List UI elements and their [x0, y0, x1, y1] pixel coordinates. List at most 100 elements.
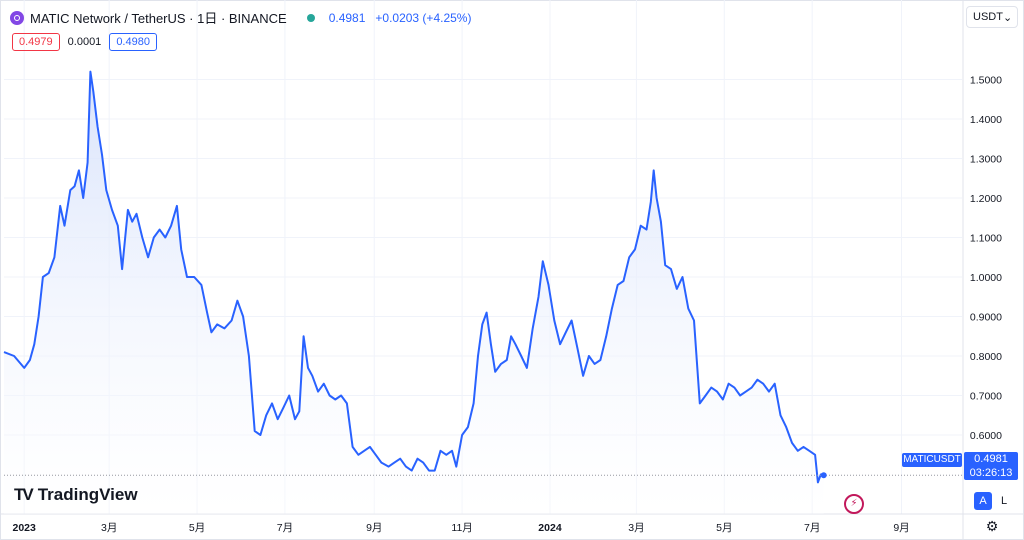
data-point: [323, 383, 325, 385]
data-point: [490, 343, 492, 345]
data-point: [69, 189, 71, 191]
data-point: [271, 402, 273, 404]
x-tick-label: 7月: [277, 522, 293, 534]
spread-value: 0.0001: [67, 36, 102, 48]
data-point: [37, 315, 39, 317]
data-point: [210, 331, 212, 333]
data-point: [131, 221, 133, 223]
data-point: [328, 394, 330, 396]
data-point: [317, 390, 319, 392]
quote-row: 0.4979 0.0001 0.4980: [12, 33, 157, 51]
data-point: [340, 394, 342, 396]
data-point: [334, 398, 336, 400]
data-point: [817, 481, 819, 483]
x-tick-label: 5月: [189, 522, 205, 534]
data-point: [254, 430, 256, 432]
x-tick-label: 9月: [366, 522, 382, 534]
data-point: [82, 197, 84, 199]
data-point: [645, 228, 647, 230]
currency-label: USDT: [973, 11, 1003, 23]
data-point: [439, 450, 441, 452]
y-tick-label: 0.7000: [970, 391, 1002, 403]
data-point: [48, 272, 50, 274]
data-point: [532, 327, 534, 329]
data-point: [693, 319, 695, 321]
currency-selector[interactable]: USDT ⌄: [966, 6, 1018, 28]
data-point: [593, 363, 595, 365]
gear-icon[interactable]: ⚙: [985, 518, 999, 534]
data-point: [193, 276, 195, 278]
data-point: [259, 434, 261, 436]
data-point: [357, 454, 359, 456]
data-point: [42, 276, 44, 278]
last-price-tag: 0.4981 03:26:13: [964, 452, 1018, 480]
data-point: [467, 426, 469, 428]
data-point: [375, 454, 377, 456]
buy-button[interactable]: 0.4980: [109, 33, 157, 51]
tradingview-logo[interactable]: TV TradingView: [14, 485, 138, 505]
data-point: [236, 300, 238, 302]
data-point: [653, 169, 655, 171]
x-tick-label: 5月: [716, 522, 732, 534]
data-point: [399, 458, 401, 460]
data-point: [739, 394, 741, 396]
y-tick-label: 0.6000: [970, 430, 1002, 442]
data-point: [111, 209, 113, 211]
y-tick-label: 1.4000: [970, 114, 1002, 126]
data-point: [622, 280, 624, 282]
tradingview-logo-text: TradingView: [37, 485, 138, 504]
data-point: [200, 284, 202, 286]
data-point: [351, 446, 353, 448]
data-point: [141, 236, 143, 238]
data-point: [733, 386, 735, 388]
data-point: [461, 434, 463, 436]
data-point: [147, 256, 149, 258]
data-point: [526, 367, 528, 369]
data-point: [216, 323, 218, 325]
data-point: [710, 386, 712, 388]
symbol-title[interactable]: MATIC Network / TetherUS · 1日 · BINANCE: [30, 11, 287, 26]
data-point: [422, 461, 424, 463]
data-point: [206, 311, 208, 313]
data-point: [617, 284, 619, 286]
data-point: [664, 264, 666, 266]
data-point: [230, 319, 232, 321]
data-point: [520, 355, 522, 357]
lightning-icon[interactable]: ⚡: [844, 494, 864, 514]
series-area: [4, 71, 824, 514]
data-point: [78, 169, 80, 171]
data-point: [127, 209, 129, 211]
data-point: [346, 402, 348, 404]
y-tick-label: 0.9000: [970, 312, 1002, 324]
data-point: [23, 367, 25, 369]
sell-button[interactable]: 0.4979: [12, 33, 60, 51]
data-point: [588, 355, 590, 357]
symbol-price-tag: MATICUSDT: [902, 453, 962, 467]
data-point: [727, 383, 729, 385]
auto-scale-button[interactable]: A: [974, 492, 992, 510]
data-point: [542, 260, 544, 262]
data-point: [369, 446, 371, 448]
data-point: [481, 323, 483, 325]
data-point: [808, 450, 810, 452]
data-point: [96, 126, 98, 128]
y-tick-label: 1.5000: [970, 75, 1002, 87]
x-tick-label: 7月: [804, 522, 820, 534]
data-point: [86, 161, 88, 163]
log-scale-button[interactable]: L: [1000, 495, 1008, 507]
data-point: [455, 465, 457, 467]
data-point: [477, 355, 479, 357]
data-point: [791, 442, 793, 444]
data-point: [722, 398, 724, 400]
data-point: [670, 268, 672, 270]
data-point: [242, 315, 244, 317]
data-point: [565, 331, 567, 333]
data-point: [814, 454, 816, 456]
data-point: [223, 327, 225, 329]
data-point: [704, 394, 706, 396]
data-point: [117, 225, 119, 227]
data-point: [494, 371, 496, 373]
data-point: [676, 288, 678, 290]
last-point-marker: [820, 472, 827, 479]
